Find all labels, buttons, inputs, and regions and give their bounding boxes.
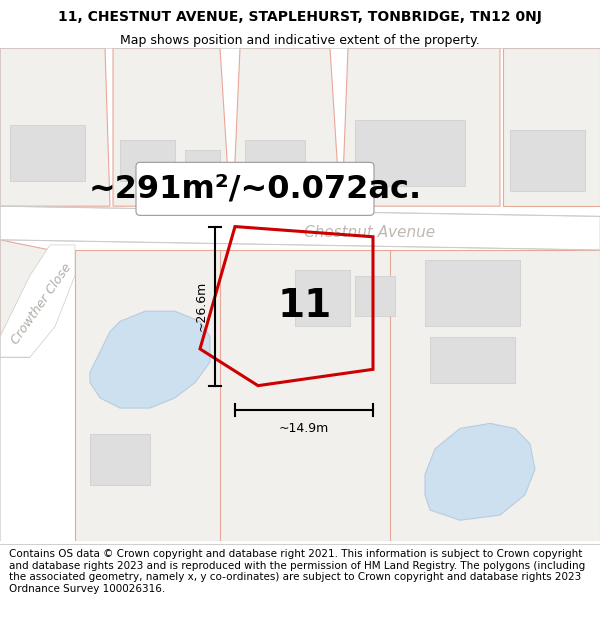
- Polygon shape: [0, 48, 110, 206]
- Text: Contains OS data © Crown copyright and database right 2021. This information is : Contains OS data © Crown copyright and d…: [9, 549, 585, 594]
- Polygon shape: [342, 48, 500, 206]
- Polygon shape: [90, 311, 210, 408]
- Bar: [10, 124, 85, 181]
- Text: Crowther Close: Crowther Close: [9, 261, 75, 347]
- Bar: [425, 260, 520, 326]
- Bar: [90, 434, 150, 484]
- Polygon shape: [425, 423, 535, 520]
- Bar: [355, 276, 395, 316]
- Text: 11: 11: [278, 287, 332, 325]
- Text: ~14.9m: ~14.9m: [279, 422, 329, 435]
- Bar: [510, 130, 585, 191]
- Text: ~291m²/~0.072ac.: ~291m²/~0.072ac.: [88, 173, 422, 204]
- Bar: [120, 140, 175, 181]
- Text: ~26.6m: ~26.6m: [194, 281, 208, 331]
- Text: Chestnut Avenue: Chestnut Avenue: [304, 225, 436, 240]
- Polygon shape: [0, 245, 75, 357]
- Text: 11, CHESTNUT AVENUE, STAPLEHURST, TONBRIDGE, TN12 0NJ: 11, CHESTNUT AVENUE, STAPLEHURST, TONBRI…: [58, 9, 542, 24]
- FancyBboxPatch shape: [136, 162, 374, 216]
- Bar: [295, 271, 350, 326]
- Polygon shape: [75, 250, 600, 541]
- Polygon shape: [113, 48, 230, 206]
- Polygon shape: [233, 48, 340, 206]
- Polygon shape: [0, 240, 50, 357]
- Bar: [185, 150, 220, 181]
- Bar: [355, 119, 465, 186]
- Text: Map shows position and indicative extent of the property.: Map shows position and indicative extent…: [120, 34, 480, 47]
- Polygon shape: [503, 48, 600, 206]
- Polygon shape: [0, 206, 600, 250]
- Bar: [430, 337, 515, 382]
- Bar: [245, 140, 305, 191]
